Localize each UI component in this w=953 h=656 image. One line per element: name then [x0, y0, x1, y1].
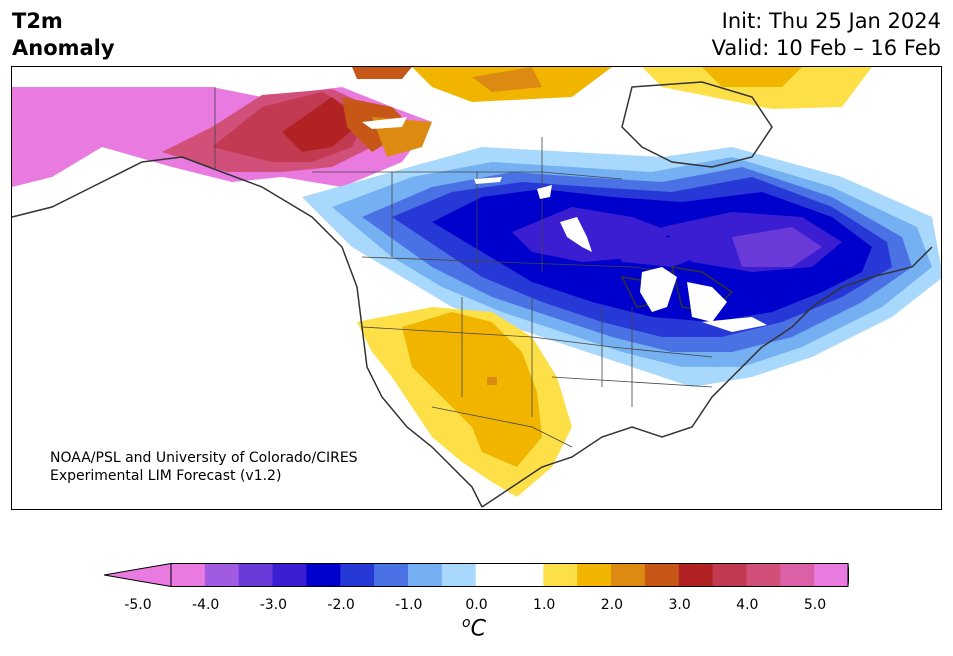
colorbar-swatch	[374, 563, 409, 587]
colorbar-outline	[170, 563, 849, 587]
colorbar-swatch	[475, 563, 510, 587]
colorbar-swatch	[780, 563, 815, 587]
colorbar-unit: oC	[462, 615, 486, 641]
valid-dates: Valid: 10 Feb – 16 Feb	[711, 36, 941, 60]
credit-line-2: Experimental LIM Forecast (v1.2)	[50, 468, 282, 484]
warm-anomaly-alaska	[12, 67, 872, 187]
colorbar-swatch	[611, 563, 646, 587]
colorbar-swatch	[441, 563, 477, 587]
map-title: T2m Anomaly	[12, 8, 115, 62]
colorbar-tick-label: 1.0	[533, 597, 556, 613]
colorbar-swatch	[746, 563, 781, 587]
forecast-dates: Init: Thu 25 Jan 2024 Valid: 10 Feb – 16…	[712, 8, 941, 62]
colorbar-swatch	[272, 563, 307, 587]
colorbar-tick-label: 0.0	[465, 597, 488, 613]
colorbar-swatch	[712, 563, 747, 587]
lakes	[362, 117, 767, 332]
colorbar-tick-label: 5.0	[803, 597, 827, 613]
colorbar-swatch	[577, 563, 612, 587]
credit-text: NOAA/PSL and University of Colorado/CIRE…	[50, 449, 358, 485]
colorbar-swatch	[644, 563, 680, 587]
colorbar-swatch	[171, 563, 206, 587]
colorbar-tick-label: -4.0	[192, 597, 220, 613]
colorbar-swatch	[238, 563, 274, 587]
colorbar-swatch	[509, 563, 544, 587]
variable-name: T2m	[12, 9, 63, 33]
colorbar-tick-label: -3.0	[259, 597, 288, 613]
colorbar-extend-low	[104, 563, 172, 587]
colorbar-swatch	[340, 563, 375, 587]
colorbar-tick-label: -2.0	[327, 597, 355, 613]
credit-line-1: NOAA/PSL and University of Colorado/CIRE…	[50, 450, 358, 466]
colorbar-tick-label: 2.0	[600, 597, 624, 613]
colorbar-tick-label: -1.0	[395, 597, 423, 613]
warm-anomaly-southwest	[357, 307, 572, 497]
colorbar-swatch	[543, 563, 578, 587]
borders	[214, 87, 713, 448]
colorbar-swatch	[407, 563, 443, 587]
map-panel: NOAA/PSL and University of Colorado/CIRE…	[11, 66, 942, 510]
unit-degree-mark: o	[462, 615, 471, 631]
colorbar-segments	[104, 563, 849, 587]
colorbar-swatch	[678, 563, 714, 587]
init-date: Init: Thu 25 Jan 2024	[721, 9, 941, 33]
anomaly-map	[12, 67, 941, 508]
colorbar-swatch	[204, 563, 240, 587]
colorbar-swatch	[306, 563, 341, 587]
colorbar-tick-label: 3.0	[668, 597, 691, 613]
colorbar-tick-label: -5.0	[124, 597, 152, 613]
variable-type: Anomaly	[12, 36, 115, 60]
colorbar-tick-label: 4.0	[736, 597, 759, 613]
unit-celsius: C	[470, 616, 486, 642]
colorbar	[104, 563, 849, 587]
colorbar-swatch	[814, 563, 849, 587]
